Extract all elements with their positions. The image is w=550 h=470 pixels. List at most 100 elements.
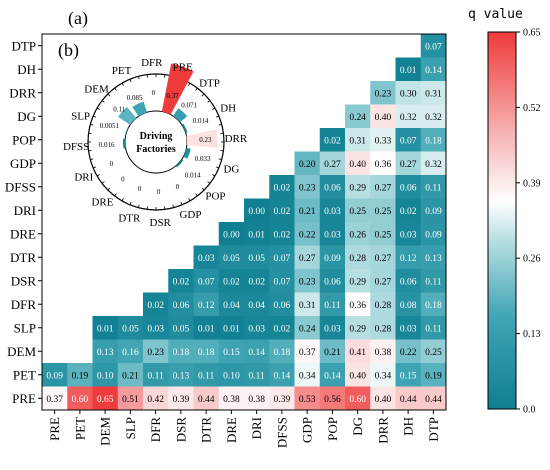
heatmap-cell-label: 0.09 [324,254,341,264]
x-tick-label: POP [325,417,340,441]
heatmap-cell-label: 0.03 [147,324,164,334]
y-tick-label: DTP [11,38,36,53]
heatmap-cell-label: 0.07 [274,254,291,264]
heatmap-cell-label: 0.05 [248,254,265,264]
heatmap-cell-label: 0.01 [97,324,114,334]
heatmap-cell-label: 0.18 [274,348,291,358]
heatmap-cell-label: 0.44 [400,395,417,405]
x-tick-label: DTP [426,417,441,442]
heatmap-cell-label: 0.33 [375,136,392,146]
polar-value-label: 0 [110,160,114,168]
panel-label-b: (b) [58,40,79,61]
polar-category-label: PET [112,65,132,77]
heatmap-cell-label: 0.04 [248,301,265,311]
heatmap-cell-label: 0.29 [349,183,366,193]
x-tick-label: PRE [47,417,62,441]
heatmap-cell-label: 0.36 [375,160,392,170]
x-tick-label: DH [401,417,416,436]
heatmap-cell-label: 0.53 [299,395,316,405]
polar-value-label: 0.016 [99,141,115,149]
y-tick-label: POP [12,132,36,147]
heatmap-cell-label: 0.39 [173,395,190,405]
y-tick-label: DH [17,62,36,77]
heatmap-cell-label: 0.11 [324,301,341,311]
heatmap-cell-label: 0.01 [198,324,215,334]
x-tick-label: PET [72,417,87,440]
heatmap-cell-label: 0.25 [375,230,392,240]
heatmap-cell-label: 0.11 [425,183,442,193]
heatmap-cell-label: 0.29 [349,277,366,287]
heatmap-cell-label: 0.02 [274,207,291,217]
heatmap-cell-label: 0.03 [198,254,215,264]
heatmap-cell-label: 0.25 [375,207,392,217]
heatmap-cell-label: 0.31 [349,136,366,146]
heatmap-cell-label: 0.12 [198,301,215,311]
polar-category-label: DRR [225,133,248,145]
colorbar-tick-label: 0.52 [523,103,541,114]
x-tick-label: DG [350,417,365,436]
y-tick-label: DRR [9,85,36,100]
heatmap-cell-label: 0.02 [223,277,240,287]
heatmap-cell-label: 0.32 [400,113,417,123]
heatmap-cell-label: 0.18 [425,301,442,311]
heatmap-cell-label: 0.30 [400,89,417,99]
heatmap-cell-label: 0.09 [46,371,63,381]
heatmap-cell-label: 0.02 [274,324,291,334]
heatmap-cell-label: 0.23 [299,183,316,193]
x-tick-label: DTR [199,417,214,443]
colorbar-tick-label: 0.13 [523,329,541,340]
heatmap-cell-label: 0.22 [400,348,417,358]
heatmap-cell-label: 0.06 [400,277,417,287]
heatmap-cell-label: 0.01 [400,66,417,76]
heatmap-cell-label: 0.36 [349,301,366,311]
y-tick-label: DRI [14,203,36,218]
heatmap-cell-label: 0.03 [400,324,417,334]
heatmap-cell-label: 0.06 [274,301,291,311]
heatmap-cell-label: 0.42 [147,395,164,405]
panel-label-a: (a) [68,8,88,29]
polar-category-label: DRE [91,196,113,208]
heatmap-cell-label: 0.02 [173,277,190,287]
heatmap-cell-label: 0.10 [97,371,114,381]
heatmap-cell-label: 0.11 [425,277,442,287]
polar-inner-ring [125,111,187,173]
heatmap-cell-label: 0.65 [97,395,114,405]
polar-value-label: 0.014 [185,172,201,180]
heatmap-cell-label: 0.18 [198,348,215,358]
heatmap-cell-label: 0.13 [425,254,442,264]
polar-category-label: GDP [179,209,201,221]
heatmap-cell-label: 0.28 [375,324,392,334]
y-tick-label: PET [13,367,36,382]
heatmap-cell-label: 0.11 [198,371,215,381]
heatmap-cell-label: 0.01 [223,324,240,334]
polar-value-label: 0 [121,175,125,183]
polar-value-label: 0 [152,89,156,97]
polar-value-label: 0.014 [193,117,209,125]
heatmap-cell-label: 0.37 [299,348,316,358]
polar-value-label: 0.0051 [100,122,120,130]
heatmap-cell-label: 0.03 [324,324,341,334]
heatmap-cell-label: 0.23 [147,348,164,358]
polar-category-label: DEM [84,83,109,95]
heatmap-cell-label: 0.02 [147,301,164,311]
x-tick-label: DRI [249,417,264,439]
polar-value-label: 0.085 [127,94,143,102]
heatmap-cell-label: 0.27 [324,160,341,170]
heatmap-cell-label: 0.29 [349,324,366,334]
heatmap-cell-label: 0.05 [223,254,240,264]
polar-center-title: Factories [136,144,176,155]
heatmap-cell-label: 0.20 [299,160,316,170]
colorbar-tick-label: 0.39 [523,178,541,189]
heatmap-cell-label: 0.10 [223,371,240,381]
heatmap-cell-label: 0.27 [299,254,316,264]
heatmap-cell-label: 0.11 [147,371,164,381]
heatmap-cell-label: 0.40 [349,371,366,381]
heatmap-cell-label: 0.27 [375,254,392,264]
heatmap-cell-label: 0.31 [425,89,442,99]
heatmap-cell-label: 0.40 [349,160,366,170]
polar-value-label: 0.071 [181,102,197,110]
polar-center-title: Driving [140,131,173,142]
heatmap-cell-label: 0.07 [274,277,291,287]
polar-category-label: DSR [150,217,172,229]
heatmap-cell-label: 0.11 [248,371,265,381]
